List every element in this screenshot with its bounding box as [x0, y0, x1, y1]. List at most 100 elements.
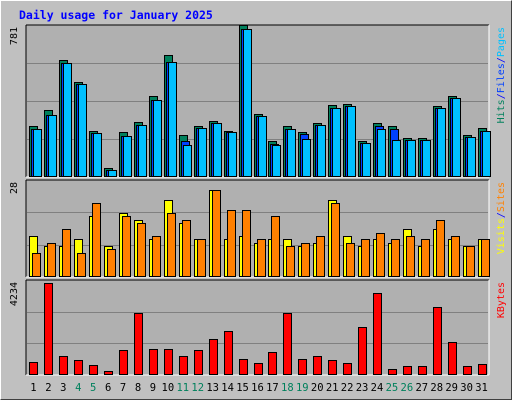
bar-sites [331, 203, 340, 277]
bar-kbytes [74, 360, 83, 375]
bar-sites [481, 239, 490, 277]
bar-sites [182, 220, 191, 277]
x-tick-label: 7 [120, 382, 126, 394]
legend-kbytes: KBytes [496, 282, 507, 318]
bar-pages [302, 139, 311, 177]
x-tick-label: 12 [191, 382, 204, 394]
x-tick-label: 10 [162, 382, 175, 394]
bar-kbytes [89, 365, 98, 375]
bar-sites [32, 253, 41, 277]
bar-kbytes [134, 313, 143, 375]
bar-kbytes [44, 283, 53, 375]
bar-sites [92, 203, 101, 277]
x-tick-label: 17 [266, 382, 279, 394]
x-tick-label: 18 [281, 382, 294, 394]
x-tick-label: 22 [341, 382, 354, 394]
bar-kbytes [388, 369, 397, 375]
bar-kbytes [478, 364, 487, 375]
bar-pages [377, 129, 386, 177]
bar-pages [482, 131, 491, 177]
bar-kbytes [104, 371, 113, 375]
bar-kbytes [209, 339, 218, 375]
x-tick-label: 4 [75, 382, 81, 394]
x-tick-label: 25 [386, 382, 399, 394]
bar-sites [421, 239, 430, 277]
bar-kbytes [29, 362, 38, 375]
bar-pages [123, 136, 132, 177]
bar-pages [362, 143, 371, 177]
x-tick-label: 24 [371, 382, 384, 394]
legend-files: Files [496, 63, 507, 93]
bar-kbytes [418, 366, 427, 375]
bar-sites [47, 243, 56, 277]
bar-pages [93, 133, 102, 177]
panel-kbytes: 4234 KBytes [9, 279, 507, 376]
bar-sites [227, 210, 236, 277]
x-tick-label: 16 [251, 382, 264, 394]
bar-pages [317, 125, 326, 177]
bar-kbytes [254, 363, 263, 375]
bar-sites [197, 239, 206, 277]
bar-sites [301, 243, 310, 277]
legend-hits: Hits [496, 99, 507, 123]
x-tick-label: 9 [150, 382, 156, 394]
x-tick-label: 21 [326, 382, 339, 394]
bar-sites [152, 236, 161, 277]
bar-pages [198, 128, 207, 177]
x-tick-label: 31 [475, 382, 488, 394]
bar-pages [78, 84, 87, 177]
bar-kbytes [298, 359, 307, 375]
legend-sites: Sites [496, 182, 507, 212]
bar-pages [287, 129, 296, 177]
bar-sites [167, 213, 176, 277]
x-tick-label: 20 [311, 382, 324, 394]
legend: Visits/Sites [496, 182, 507, 254]
bar-sites [257, 239, 266, 277]
plot-area [26, 280, 489, 375]
legend-pages: Pages [496, 27, 507, 57]
x-tick-label: 3 [60, 382, 66, 394]
x-tick-label: 1 [30, 382, 36, 394]
bar-pages [138, 125, 147, 177]
bar-pages [108, 170, 117, 177]
bar-sites [242, 210, 251, 277]
bar-kbytes [119, 350, 128, 375]
bar-sites [406, 236, 415, 277]
bar-sites [137, 223, 146, 277]
legend-visits: Visits [496, 218, 507, 254]
bar-pages [243, 29, 252, 177]
legend: Hits/Files/Pages [496, 27, 507, 123]
bar-sites [62, 229, 71, 277]
legend-separator: / [496, 93, 507, 99]
x-tick-label: 27 [415, 382, 428, 394]
x-tick-label: 2 [45, 382, 51, 394]
x-tick-label: 5 [90, 382, 96, 394]
x-tick-label: 19 [296, 382, 309, 394]
bar-kbytes [463, 366, 472, 375]
bar-pages [392, 140, 401, 177]
bar-sites [436, 220, 445, 277]
y-max-label: 4234 [9, 282, 20, 306]
bar-pages [452, 98, 461, 177]
bar-kbytes [343, 363, 352, 375]
bar-pages [153, 100, 162, 177]
bar-kbytes [164, 349, 173, 375]
x-tick-label: 26 [401, 382, 414, 394]
x-tick-label: 13 [206, 382, 219, 394]
x-tick-label: 8 [135, 382, 141, 394]
y-max-label: 28 [9, 182, 20, 194]
bar-sites [107, 249, 116, 277]
bar-pages [213, 123, 222, 177]
bar-kbytes [448, 342, 457, 375]
bar-sites [346, 243, 355, 277]
bar-kbytes [373, 293, 382, 375]
x-tick-label: 14 [221, 382, 234, 394]
bar-sites [212, 190, 221, 277]
bar-sites [376, 233, 385, 277]
x-tick-label: 6 [105, 382, 111, 394]
bar-kbytes [403, 366, 412, 375]
bar-kbytes [179, 356, 188, 375]
legend-separator: / [496, 57, 507, 63]
bar-pages [168, 62, 177, 177]
